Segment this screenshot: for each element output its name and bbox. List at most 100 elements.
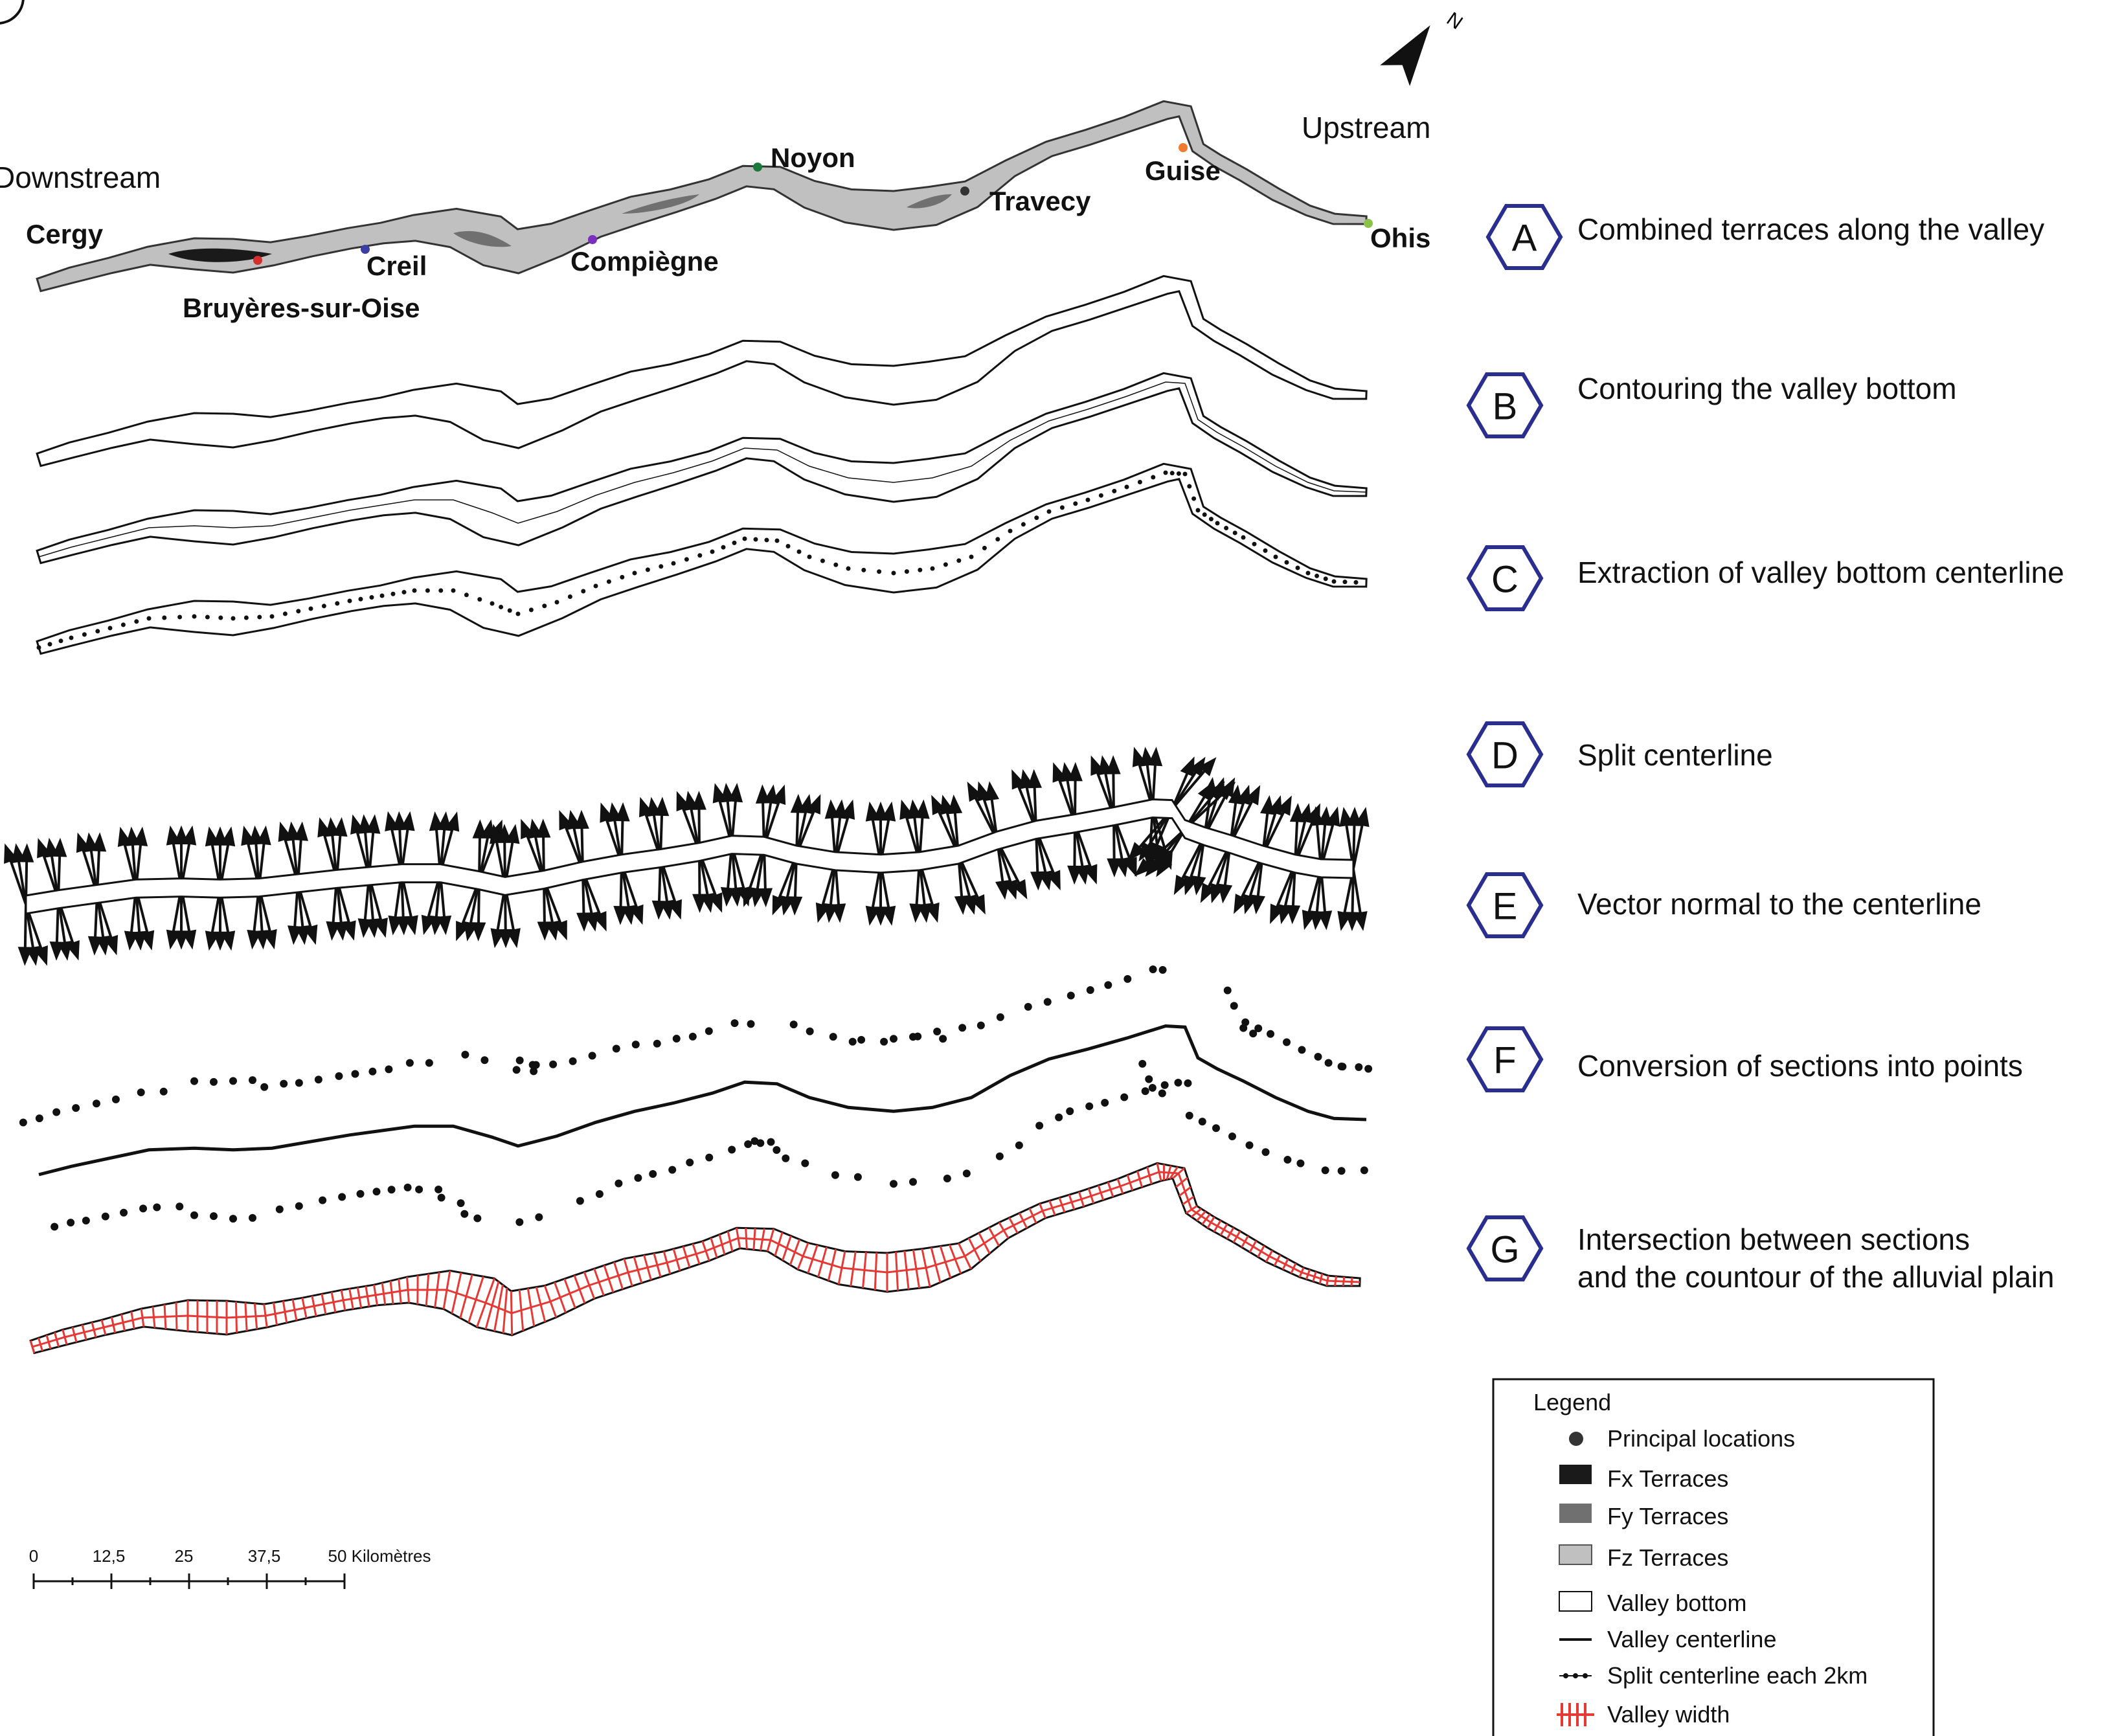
split-point [1021, 522, 1026, 527]
normal-arrow [787, 896, 803, 916]
step-f-letter: F [1493, 1040, 1516, 1082]
normal-arrow [52, 837, 67, 857]
split-point [969, 554, 974, 559]
step-f-text: Conversion of sections into points [1577, 1049, 2023, 1083]
split-point [807, 554, 812, 559]
normal-arrow [841, 799, 855, 820]
split-point [1046, 509, 1052, 514]
step-c-hexagon-icon [1466, 545, 1544, 611]
split-point [764, 537, 769, 543]
split-point [412, 588, 417, 593]
normal-arrow [1219, 777, 1236, 798]
legend: Legend Principal locations Fx Terraces F… [1492, 1378, 1935, 1736]
split-point [1059, 505, 1065, 510]
normal-arrow [1145, 857, 1163, 877]
normal-arrow [374, 918, 388, 938]
step-g-text: Intersection between sections [1577, 1223, 1970, 1256]
normal-arrow [1127, 842, 1146, 861]
split-point [401, 590, 407, 595]
normal-arrow [915, 799, 930, 819]
section-point [368, 1067, 377, 1076]
section-point [612, 1044, 620, 1053]
normal-arrow [1027, 769, 1042, 789]
fy-terrace-shape-2 [907, 194, 952, 209]
normal-arrow [984, 781, 999, 801]
section-point [976, 1021, 985, 1030]
split-point [567, 594, 572, 599]
normal-arrow [91, 832, 107, 852]
section-point [653, 1039, 661, 1048]
section-point [1185, 1111, 1193, 1120]
normal-arrow [220, 826, 236, 847]
panel-a-terraces [36, 100, 1368, 293]
normal-arrow [400, 811, 415, 831]
panel-b-valley-bottom [36, 275, 1368, 468]
section-point [890, 1180, 897, 1188]
split-point [1331, 579, 1337, 584]
section-point [1321, 1166, 1329, 1175]
centerline-f [38, 1024, 1367, 1177]
step-b: B Contouring the valley bottom [1466, 372, 1957, 438]
split-point [1169, 471, 1175, 476]
section-point [686, 1158, 694, 1167]
section-point [1338, 1063, 1347, 1071]
split-point [620, 574, 625, 580]
normal-arrow [140, 930, 155, 951]
normal-arrow [728, 783, 743, 803]
split-point [742, 536, 747, 541]
normal-arrow [1250, 894, 1265, 915]
step-a-hexagon-icon [1485, 204, 1563, 270]
step-a: A Combined terraces along the valley [1485, 204, 2044, 270]
split-point [47, 642, 52, 647]
normal-arrow [1353, 911, 1368, 931]
split-point [477, 597, 482, 602]
split-point [231, 616, 236, 621]
scale-tick-12: 12,5 [93, 1546, 126, 1566]
normal-arrow [1198, 757, 1217, 776]
normal-arrow [1189, 756, 1206, 777]
normal-arrow [471, 922, 486, 941]
place-markers: Cergy Bruyères-sur-Oise Creil Compiègne … [26, 142, 1430, 323]
split-point [943, 562, 948, 567]
legend-valley-width-icon [1557, 1703, 1594, 1726]
creil-dot-icon [361, 245, 370, 254]
normal-arrow [403, 915, 418, 936]
place-travecy: Travecy [989, 186, 1091, 216]
split-point [1191, 496, 1197, 501]
normal-arrow [1268, 795, 1283, 816]
split-point [1323, 576, 1328, 581]
normal-arrow [593, 911, 607, 932]
split-point [1353, 580, 1359, 585]
step-c-letter: C [1491, 559, 1518, 601]
section-point [943, 1174, 951, 1182]
section-point [1067, 991, 1075, 1000]
normal-arrow [1003, 879, 1018, 900]
split-point [659, 564, 664, 569]
panel-f-points [19, 965, 1373, 1231]
valley-panels [4, 100, 1373, 1355]
split-point [697, 553, 703, 558]
section-point [1324, 1059, 1333, 1067]
split-point [528, 607, 534, 613]
normal-arrow [574, 809, 589, 829]
section-point [275, 1205, 284, 1213]
normal-arrow [692, 791, 706, 810]
section-point [728, 1145, 736, 1154]
normal-arrow [65, 940, 80, 961]
split-point [721, 545, 726, 550]
split-point [1232, 530, 1237, 535]
compiegne-dot-icon [588, 235, 597, 244]
step-a-text: Combined terraces along the valley [1577, 212, 2044, 246]
section-point [461, 1050, 469, 1059]
section-point [82, 1216, 90, 1224]
section-point [515, 1218, 524, 1226]
north-arrow-icon [1380, 25, 1430, 86]
split-point [785, 544, 791, 548]
split-point [796, 549, 802, 554]
step-f-hexagon-icon [1466, 1026, 1544, 1092]
split-point [425, 588, 430, 593]
normal-arrow [1147, 747, 1163, 767]
normal-arrow [947, 795, 963, 815]
split-point [753, 537, 758, 542]
normal-arrow [881, 905, 896, 926]
